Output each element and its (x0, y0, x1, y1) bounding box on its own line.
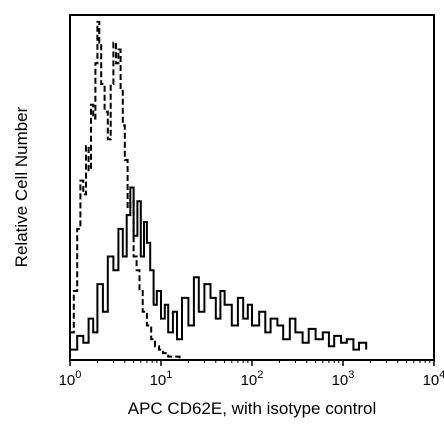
stained-histogram (69, 186, 368, 360)
x-tick-label: 102 (241, 369, 264, 389)
x-axis-title: APC CD62E, with isotype control (128, 399, 377, 418)
series-layer (69, 20, 368, 360)
x-tick-layer: 100 101 102 103 104 (59, 360, 444, 389)
x-tick-label: 104 (423, 369, 444, 389)
y-axis-title: Relative Cell Number (12, 106, 31, 267)
isotype-control-histogram (69, 20, 181, 360)
x-tick-label: 103 (332, 369, 355, 389)
x-tick-label: 101 (150, 369, 173, 389)
x-tick-label: 100 (59, 369, 82, 389)
